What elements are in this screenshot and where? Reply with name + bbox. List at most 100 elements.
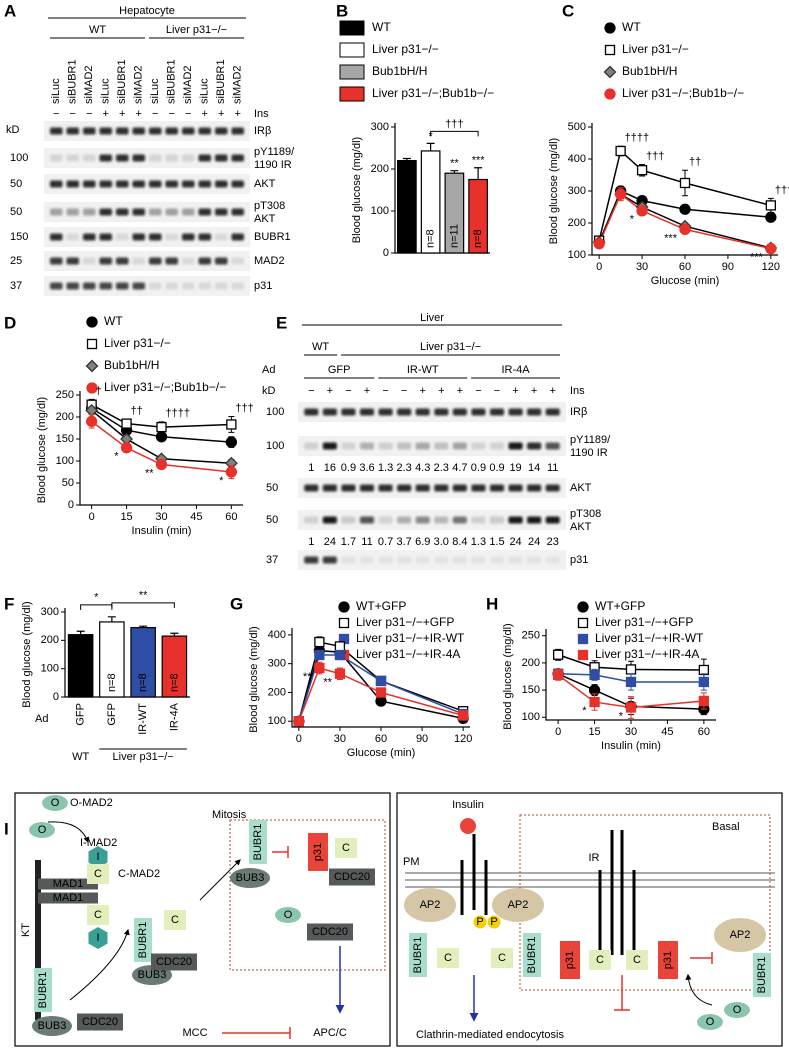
error-bar bbox=[426, 142, 435, 151]
band bbox=[304, 516, 319, 524]
marker bbox=[225, 436, 238, 448]
row-label: AKT bbox=[570, 482, 592, 494]
band bbox=[508, 516, 523, 524]
diagram-label: p31 bbox=[312, 843, 324, 861]
shape bbox=[38, 878, 98, 890]
legend-label: WT bbox=[372, 20, 391, 34]
diagram-label: I bbox=[96, 932, 99, 944]
band bbox=[434, 556, 449, 564]
legend-label: WT+GFP bbox=[595, 599, 645, 613]
legend-swatch bbox=[339, 42, 365, 58]
kd-label: kD bbox=[6, 124, 20, 136]
blot-strip bbox=[44, 227, 250, 247]
panel-label: C bbox=[562, 1, 574, 20]
legend-marker bbox=[86, 316, 98, 328]
right-box bbox=[396, 792, 783, 1047]
ins-sign: + bbox=[327, 385, 333, 397]
x-tick-label: 90 bbox=[722, 261, 734, 273]
band bbox=[214, 208, 228, 216]
band bbox=[148, 127, 162, 135]
n-label: n=11 bbox=[448, 224, 460, 248]
bracket bbox=[111, 602, 175, 608]
panel-label: D bbox=[4, 313, 16, 332]
lane-group: IR-WT bbox=[407, 364, 439, 376]
quant-label: 11 bbox=[547, 462, 558, 474]
band bbox=[359, 516, 375, 524]
x-tick-label: 30 bbox=[334, 733, 346, 745]
shape bbox=[38, 892, 98, 904]
quant-label: 19 bbox=[509, 462, 521, 474]
legend-marker bbox=[338, 617, 350, 629]
shape bbox=[249, 820, 267, 864]
marker bbox=[765, 242, 777, 255]
diagram-label: CDC20 bbox=[156, 956, 192, 968]
diagram-label: C bbox=[94, 909, 102, 921]
quant-label: 11 bbox=[361, 536, 372, 548]
lane-label: siLuc bbox=[149, 78, 161, 104]
band bbox=[115, 282, 129, 290]
marker bbox=[155, 431, 168, 443]
marker bbox=[552, 649, 564, 660]
diagram-label: C bbox=[498, 952, 506, 964]
diagram-label: I bbox=[96, 851, 99, 863]
band bbox=[181, 257, 195, 265]
x-tick-label: 60 bbox=[375, 733, 387, 745]
blot-strip bbox=[44, 276, 250, 296]
band bbox=[198, 257, 212, 265]
panel-label: B bbox=[336, 1, 348, 20]
significance: * bbox=[619, 710, 624, 722]
diagram-label: P bbox=[490, 916, 497, 928]
y-tick-label: 150 bbox=[522, 684, 540, 696]
band bbox=[304, 484, 319, 492]
band bbox=[49, 180, 63, 188]
blot-title: Liver bbox=[420, 312, 444, 324]
shape bbox=[404, 888, 456, 922]
band bbox=[82, 233, 96, 241]
y-tick-label: 200 bbox=[371, 163, 389, 175]
ins-sign: + bbox=[531, 385, 537, 397]
ins-sign: − bbox=[86, 108, 92, 120]
diagram-label: C bbox=[171, 914, 179, 926]
band bbox=[322, 556, 337, 564]
band bbox=[322, 484, 337, 492]
band bbox=[165, 154, 179, 162]
lane-group: Liver p31−/− bbox=[420, 341, 481, 353]
kd-marker: 50 bbox=[10, 178, 22, 190]
marker bbox=[636, 165, 648, 176]
quant-label: 4.3 bbox=[415, 462, 430, 474]
ins-sign: − bbox=[494, 385, 500, 397]
band bbox=[214, 154, 228, 162]
significance: ††† bbox=[235, 402, 253, 414]
shape bbox=[34, 968, 52, 1012]
band bbox=[341, 442, 356, 450]
band bbox=[99, 180, 113, 188]
band bbox=[359, 408, 375, 416]
band bbox=[359, 442, 375, 450]
band bbox=[132, 180, 146, 188]
shape bbox=[714, 918, 766, 952]
ins-sign: + bbox=[103, 108, 109, 120]
x-tick-label: 90 bbox=[416, 733, 428, 745]
diagram-label: BUBR1 bbox=[37, 972, 49, 1009]
band bbox=[132, 233, 146, 241]
band bbox=[115, 257, 129, 265]
quant-label: 0.7 bbox=[378, 536, 393, 548]
band bbox=[148, 180, 162, 188]
panel-label: A bbox=[4, 1, 16, 20]
ins-sign: − bbox=[169, 108, 175, 120]
series-line bbox=[557, 673, 704, 710]
y-tick-label: 300 bbox=[268, 658, 286, 670]
x-tick-label: 15 bbox=[588, 726, 600, 738]
band bbox=[66, 282, 80, 290]
legend-marker bbox=[85, 359, 99, 373]
kd-marker: 50 bbox=[266, 514, 278, 526]
band bbox=[415, 516, 430, 524]
blot-strip bbox=[298, 478, 566, 498]
legend-marker bbox=[604, 44, 616, 56]
significance: *** bbox=[472, 155, 486, 167]
n-label: n=8 bbox=[75, 673, 87, 692]
marker bbox=[593, 238, 605, 250]
band bbox=[231, 154, 245, 162]
y-tick-label: 250 bbox=[522, 630, 540, 642]
lane-label: siBUBR1 bbox=[67, 59, 79, 104]
